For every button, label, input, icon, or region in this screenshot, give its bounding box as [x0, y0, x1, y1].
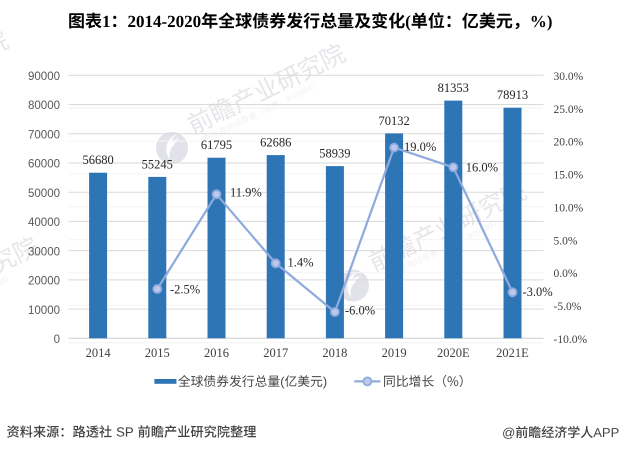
- svg-text:-3.0%: -3.0%: [523, 285, 553, 299]
- svg-text:2019: 2019: [382, 346, 407, 360]
- svg-text:58939: 58939: [319, 147, 350, 161]
- svg-text:80000: 80000: [28, 100, 60, 112]
- svg-text:2014: 2014: [86, 346, 112, 360]
- svg-text:10000: 10000: [28, 305, 60, 317]
- svg-text:19.0%: 19.0%: [404, 140, 436, 154]
- svg-text:2017: 2017: [263, 346, 288, 360]
- svg-text:-5.0%: -5.0%: [554, 301, 582, 313]
- svg-text:30000: 30000: [28, 246, 60, 258]
- svg-text:15.0%: 15.0%: [554, 170, 584, 182]
- svg-text:20.0%: 20.0%: [554, 137, 584, 149]
- svg-text:61795: 61795: [201, 138, 232, 152]
- svg-text:0.0%: 0.0%: [554, 268, 578, 280]
- svg-text:11.9%: 11.9%: [230, 186, 262, 200]
- svg-text:20000: 20000: [28, 276, 60, 288]
- svg-text:70000: 70000: [28, 129, 60, 141]
- svg-text:5.0%: 5.0%: [554, 235, 578, 247]
- svg-text:40000: 40000: [28, 217, 60, 229]
- svg-text:2016: 2016: [204, 346, 229, 360]
- svg-text:2018: 2018: [322, 346, 347, 360]
- svg-text:62686: 62686: [260, 136, 291, 150]
- svg-text:25.0%: 25.0%: [554, 104, 584, 116]
- svg-text:10.0%: 10.0%: [554, 202, 584, 214]
- svg-text:-6.0%: -6.0%: [345, 304, 375, 318]
- svg-text:1.4%: 1.4%: [288, 256, 314, 270]
- svg-text:16.0%: 16.0%: [466, 161, 498, 175]
- svg-text:-2.5%: -2.5%: [170, 283, 200, 297]
- svg-text:30.0%: 30.0%: [554, 71, 584, 83]
- svg-text:0: 0: [54, 334, 60, 346]
- svg-text:90000: 90000: [28, 71, 60, 83]
- svg-text:70132: 70132: [378, 114, 409, 128]
- svg-text:55245: 55245: [142, 157, 173, 171]
- svg-text:-10.0%: -10.0%: [554, 334, 588, 346]
- svg-text:2021E: 2021E: [496, 346, 529, 360]
- svg-text:2015: 2015: [145, 346, 170, 360]
- svg-text:50000: 50000: [28, 188, 60, 200]
- svg-text:2020E: 2020E: [437, 346, 470, 360]
- svg-text:81353: 81353: [438, 81, 469, 95]
- svg-text:60000: 60000: [28, 159, 60, 171]
- svg-text:78913: 78913: [497, 88, 528, 102]
- svg-text:56680: 56680: [82, 153, 113, 167]
